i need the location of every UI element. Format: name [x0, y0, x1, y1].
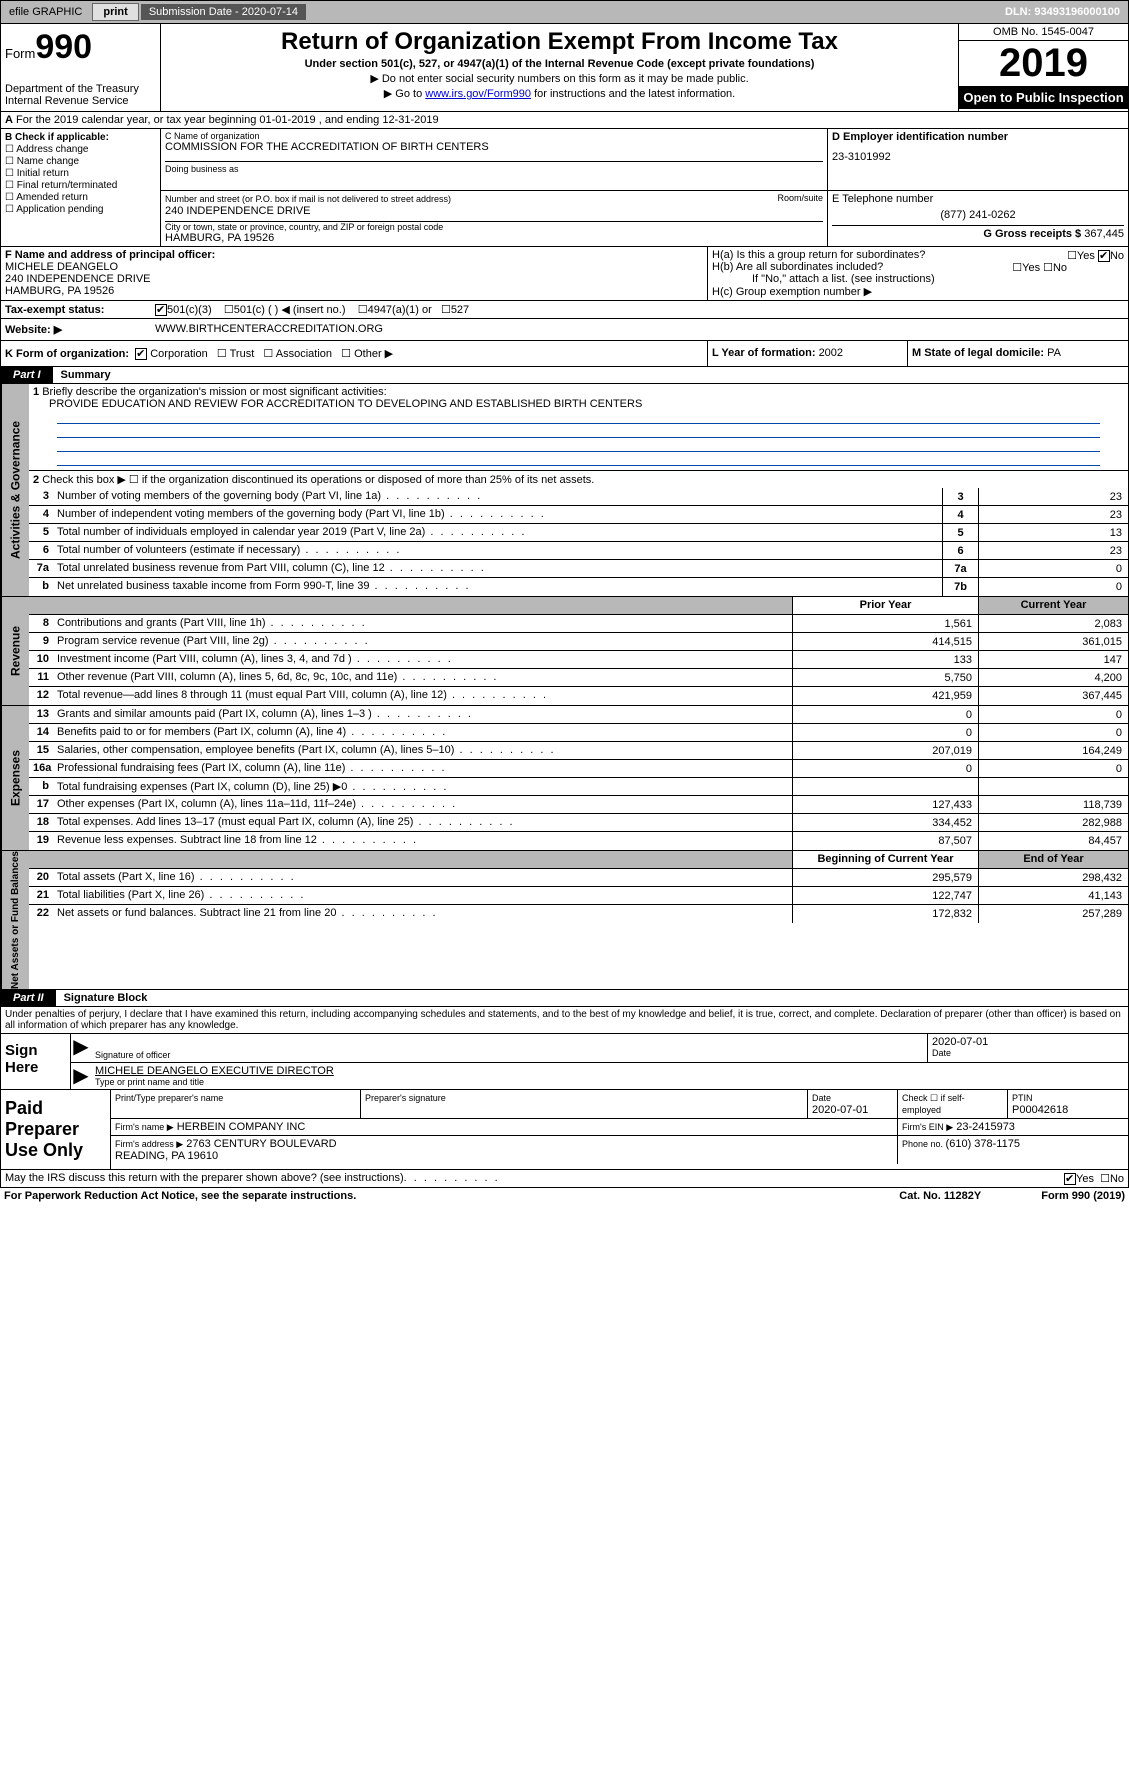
gross-receipts: G Gross receipts $ 367,445: [832, 225, 1124, 240]
signature-block: Under penalties of perjury, I declare th…: [0, 1007, 1129, 1090]
table-row: 19 Revenue less expenses. Subtract line …: [29, 832, 1128, 850]
hb-note: If "No," attach a list. (see instruction…: [712, 273, 1124, 285]
irs-link[interactable]: www.irs.gov/Form990: [425, 88, 531, 100]
addr-label: Number and street (or P.O. box if mail i…: [165, 194, 451, 204]
paid-prep-label: Paid Preparer Use Only: [1, 1090, 111, 1169]
table-row: 6 Total number of volunteers (estimate i…: [29, 542, 1128, 560]
row-k: K Form of organization: Corporation ☐ Tr…: [0, 341, 1129, 367]
note-link: ▶ Go to www.irs.gov/Form990 for instruct…: [165, 87, 954, 100]
chk-amended[interactable]: ☐ Amended return: [5, 192, 156, 203]
table-row: 17 Other expenses (Part IX, column (A), …: [29, 796, 1128, 814]
mission-text: PROVIDE EDUCATION AND REVIEW FOR ACCREDI…: [33, 398, 642, 410]
chk-final[interactable]: ☐ Final return/terminated: [5, 180, 156, 191]
officer-name: MICHELE DEANGELO EXECUTIVE DIRECTOR: [95, 1065, 1124, 1077]
part2-header: Part II Signature Block: [0, 990, 1129, 1007]
table-row: 16a Professional fundraising fees (Part …: [29, 760, 1128, 778]
revenue-strip: Revenue: [1, 597, 29, 705]
form-title: Return of Organization Exempt From Incom…: [165, 28, 954, 56]
table-row: 12 Total revenue—add lines 8 through 11 …: [29, 687, 1128, 705]
table-row: 5 Total number of individuals employed i…: [29, 524, 1128, 542]
dba-label: Doing business as: [165, 164, 823, 174]
discuss-row: May the IRS discuss this return with the…: [0, 1170, 1129, 1188]
dept-label: Department of the Treasury Internal Reve…: [5, 83, 156, 107]
row-i: Tax-exempt status: 501(c)(3) ☐ 501(c) ( …: [0, 301, 1129, 319]
chk-initial[interactable]: ☐ Initial return: [5, 168, 156, 179]
footer-line: For Paperwork Reduction Act Notice, see …: [0, 1188, 1129, 1204]
table-row: 13 Grants and similar amounts paid (Part…: [29, 706, 1128, 724]
open-public: Open to Public Inspection: [959, 86, 1128, 109]
city-value: HAMBURG, PA 19526: [165, 232, 823, 244]
row-j: Website: ▶ WWW.BIRTHCENTERACCREDITATION.…: [0, 319, 1129, 341]
perjury-text: Under penalties of perjury, I declare th…: [1, 1007, 1128, 1033]
form-header: Form990 Department of the Treasury Inter…: [0, 24, 1129, 112]
dln-label: DLN: 93493196000100: [997, 4, 1128, 20]
org-name-label: C Name of organization: [165, 131, 823, 141]
revenue-section: Revenue Prior Year Current Year 8 Contri…: [0, 597, 1129, 706]
table-row: b Total fundraising expenses (Part IX, c…: [29, 778, 1128, 796]
table-row: 10 Investment income (Part VIII, column …: [29, 651, 1128, 669]
form-subtitle: Under section 501(c), 527, or 4947(a)(1)…: [165, 58, 954, 70]
table-row: 21 Total liabilities (Part X, line 26) 1…: [29, 887, 1128, 905]
table-row: 11 Other revenue (Part VIII, column (A),…: [29, 669, 1128, 687]
tel-value: (877) 241-0262: [832, 209, 1124, 221]
table-row: 15 Salaries, other compensation, employe…: [29, 742, 1128, 760]
submission-date: Submission Date - 2020-07-14: [141, 4, 306, 20]
row-f: F Name and address of principal officer:…: [0, 247, 1129, 301]
omb-number: OMB No. 1545-0047: [959, 24, 1128, 41]
section-a: B Check if applicable: ☐ Address change …: [0, 129, 1129, 247]
ha-line: H(a) Is this a group return for subordin…: [712, 249, 1124, 261]
website-value: WWW.BIRTHCENTERACCREDITATION.ORG: [155, 323, 383, 336]
table-row: b Net unrelated business taxable income …: [29, 578, 1128, 596]
officer-value: MICHELE DEANGELO 240 INDEPENDENCE DRIVE …: [5, 261, 703, 297]
tel-label: E Telephone number: [832, 193, 1124, 205]
paid-preparer: Paid Preparer Use Only Print/Type prepar…: [0, 1090, 1129, 1170]
org-name: COMMISSION FOR THE ACCREDITATION OF BIRT…: [165, 141, 823, 153]
table-row: 4 Number of independent voting members o…: [29, 506, 1128, 524]
table-row: 8 Contributions and grants (Part VIII, l…: [29, 615, 1128, 633]
form-number: Form990: [5, 28, 156, 67]
print-button[interactable]: print: [92, 3, 138, 21]
tax-year: 2019: [959, 41, 1128, 86]
top-bar: efile GRAPHIC print Submission Date - 20…: [0, 0, 1129, 24]
city-label: City or town, state or province, country…: [165, 222, 823, 232]
b-check-label: B Check if applicable:: [5, 132, 156, 143]
expenses-section: Expenses 13 Grants and similar amounts p…: [0, 706, 1129, 851]
hc-line: H(c) Group exemption number ▶: [712, 285, 1124, 298]
ein-value: 23-3101992: [832, 151, 1124, 163]
part1-header: Part I Summary: [0, 367, 1129, 384]
table-row: 7a Total unrelated business revenue from…: [29, 560, 1128, 578]
room-label: Room/suite: [777, 193, 823, 203]
table-row: 18 Total expenses. Add lines 13–17 (must…: [29, 814, 1128, 832]
table-row: 22 Net assets or fund balances. Subtract…: [29, 905, 1128, 923]
street-value: 240 INDEPENDENCE DRIVE: [165, 205, 311, 217]
table-row: 20 Total assets (Part X, line 16) 295,57…: [29, 869, 1128, 887]
sign-here-label: Sign Here: [1, 1034, 71, 1089]
efile-label: efile GRAPHIC: [1, 4, 90, 20]
chk-name[interactable]: ☐ Name change: [5, 156, 156, 167]
officer-label: F Name and address of principal officer:: [5, 249, 215, 261]
net-strip: Net Assets or Fund Balances: [1, 851, 29, 989]
chk-corp[interactable]: [135, 348, 147, 360]
expenses-strip: Expenses: [1, 706, 29, 850]
net-assets-section: Net Assets or Fund Balances Beginning of…: [0, 851, 1129, 990]
table-row: 14 Benefits paid to or for members (Part…: [29, 724, 1128, 742]
chk-501c3[interactable]: [155, 304, 167, 316]
hb-line: H(b) Are all subordinates included? ☐Yes…: [712, 261, 1124, 273]
tax-year-line: A For the 2019 calendar year, or tax yea…: [0, 112, 1129, 129]
chk-address[interactable]: ☐ Address change: [5, 144, 156, 155]
governance-section: Activities & Governance 1 Briefly descri…: [0, 384, 1129, 597]
note-ssn: ▶ Do not enter social security numbers o…: [165, 72, 954, 85]
governance-strip: Activities & Governance: [1, 384, 29, 596]
chk-pending[interactable]: ☐ Application pending: [5, 204, 156, 215]
ein-label: D Employer identification number: [832, 131, 1124, 143]
table-row: 9 Program service revenue (Part VIII, li…: [29, 633, 1128, 651]
table-row: 3 Number of voting members of the govern…: [29, 488, 1128, 506]
